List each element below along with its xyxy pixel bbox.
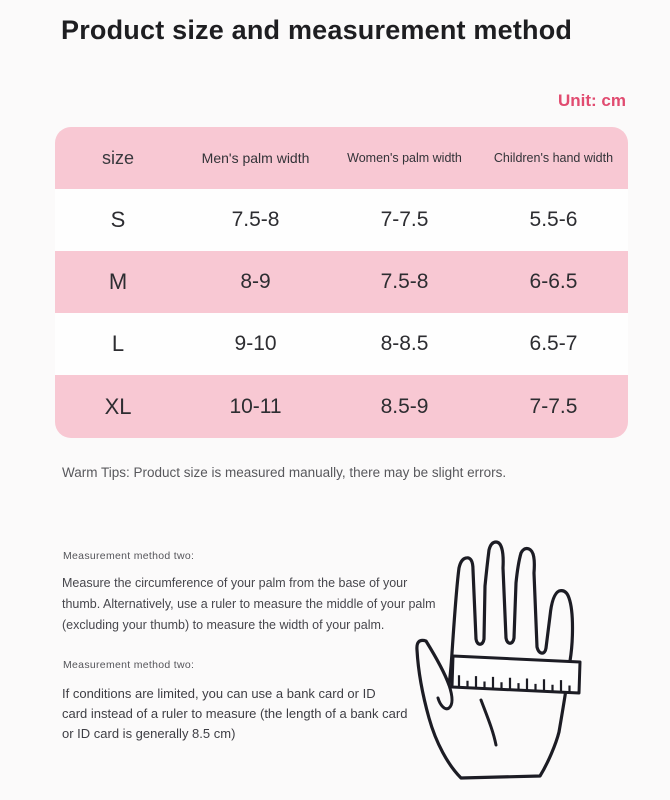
- column-header-size: size: [102, 147, 135, 168]
- text-line: thumb. Alternatively, use a ruler to mea…: [62, 596, 436, 611]
- text-line: (excluding your thumb) to measure the wi…: [62, 617, 385, 632]
- table-row-l: L 9-10 8-8.5 6.5-7: [55, 313, 628, 375]
- table-row-m: M 8-9 7.5-8 6-6.5: [55, 251, 628, 313]
- value-cell: 10-11: [229, 394, 282, 418]
- unit-label: Unit: cm: [558, 91, 626, 110]
- thumb-crease: [436, 683, 454, 711]
- column-header-children: Children's hand width: [493, 151, 614, 165]
- hand-ruler-illustration: [415, 540, 582, 780]
- text-line: card instead of a ruler to measure (the …: [62, 706, 408, 721]
- value-cell: 6.5-7: [529, 332, 578, 355]
- warm-tips-note: Warm Tips: Product size is measured manu…: [62, 465, 507, 480]
- table-row-xl: XL 10-11 8.5-9 7-7.5: [55, 375, 628, 438]
- ruler-ticks: [457, 675, 571, 693]
- value-cell: 7.5-8: [231, 208, 280, 231]
- size-cell: XL: [104, 393, 132, 419]
- text-line: or ID card is generally 8.5 cm): [62, 726, 236, 741]
- value-cell: 5.5-6: [529, 208, 578, 231]
- method-2-label: Measurement method two:: [63, 659, 195, 671]
- method-1-text: Measure the circumference of your palm f…: [62, 573, 436, 635]
- value-cell: 8-9: [240, 270, 271, 293]
- value-cell: 7-7.5: [529, 394, 578, 418]
- column-header-men: Men's palm width: [201, 150, 310, 166]
- size-cell: S: [110, 207, 126, 232]
- column-header-women: Women's palm width: [347, 151, 462, 165]
- method-2-text: If conditions are limited, you can use a…: [62, 684, 407, 744]
- value-cell: 6-6.5: [529, 270, 578, 293]
- size-table: size Men's palm width Women's palm width…: [55, 127, 628, 438]
- text-line: If conditions are limited, you can use a…: [62, 686, 376, 701]
- page-title: Product size and measurement method: [61, 15, 573, 45]
- value-cell: 8-8.5: [380, 332, 429, 355]
- table-header-row: size Men's palm width Women's palm width…: [55, 127, 628, 189]
- size-cell: M: [108, 269, 128, 294]
- value-cell: 7.5-8: [380, 270, 429, 293]
- text-line: Measure the circumference of your palm f…: [62, 576, 408, 590]
- value-cell: 9-10: [234, 332, 277, 355]
- value-cell: 7-7.5: [380, 208, 429, 231]
- table-row-s: S 7.5-8 7-7.5 5.5-6: [55, 189, 628, 251]
- method-1-label: Measurement method two:: [63, 550, 195, 562]
- palm-crease: [479, 698, 498, 747]
- size-cell: L: [111, 331, 125, 356]
- value-cell: 8.5-9: [380, 394, 429, 418]
